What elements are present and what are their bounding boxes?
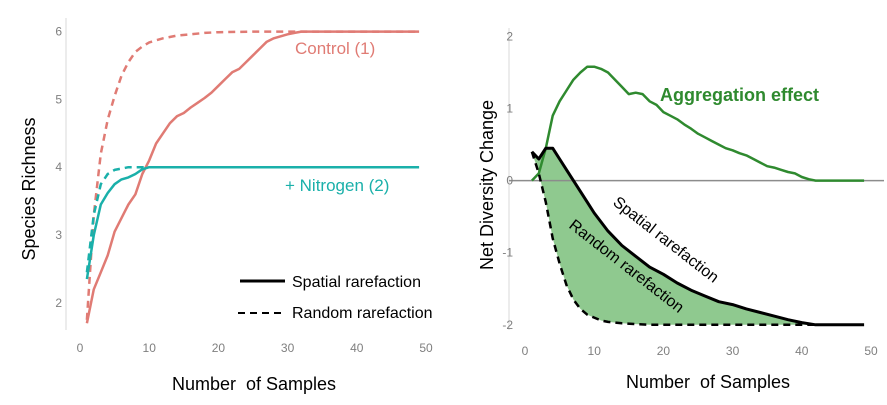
left-series-1-control-1-dashed	[85, 30, 420, 320]
annotation-nitrogen: + Nitrogen (2)	[285, 176, 389, 195]
left-y-axis-label: Species Richness	[19, 117, 39, 260]
legend-label-spatial: Spatial rarefaction	[292, 274, 421, 291]
left-y-tick-label: 3	[55, 228, 62, 242]
right-x-tick-label: 0	[522, 344, 529, 358]
left-series-0-control-1-solid	[85, 30, 420, 324]
right-x-axis-label: Number of Samples	[626, 372, 790, 392]
left-x-tick-label: 40	[350, 341, 364, 355]
left-y-tick-label: 5	[55, 92, 62, 106]
right-y-axis-label: Net Diversity Change	[477, 100, 497, 270]
left-series-3-nitrogen-2-dashed	[85, 165, 150, 273]
right-series-0-aggregation-effect-solid	[530, 65, 865, 182]
annotation-aggregation-effect: Aggregation effect	[660, 85, 819, 105]
right-y-tick-label: 1	[506, 102, 513, 116]
left-x-tick-label: 30	[281, 341, 295, 355]
right-y-tick-label: -2	[502, 318, 513, 332]
legend-label-random: Random rarefaction	[292, 305, 433, 322]
left-x-axis-label: Number of Samples	[172, 374, 336, 394]
right-x-tick-label: 20	[657, 344, 671, 358]
right-y-tick-label: 0	[506, 174, 513, 188]
left-x-tick-label: 50	[419, 341, 433, 355]
right-y-tick-label: 2	[506, 29, 513, 43]
left-y-tick-label: 4	[55, 160, 62, 174]
right-x-tick-label: 10	[588, 344, 602, 358]
right-series-2-random-rarefaction-dashed	[530, 151, 865, 327]
left-x-tick-label: 10	[143, 341, 157, 355]
right-x-tick-label: 50	[864, 344, 878, 358]
left-x-tick-label: 0	[77, 341, 84, 355]
right-x-tick-label: 30	[726, 344, 740, 358]
left-panel-species-richness: 2 3 4 5 6 0 10 20 30 40 50 Species Richness Numbe…	[19, 18, 433, 394]
left-series-2-nitrogen-2-solid	[85, 165, 420, 280]
right-series-1-spatial-rarefaction-solid	[530, 146, 865, 327]
right-x-tick-label: 40	[795, 344, 809, 358]
left-y-tick-label: 2	[55, 296, 62, 310]
left-y-tick-label: 6	[55, 25, 62, 39]
annotation-control: Control (1)	[295, 39, 375, 58]
right-y-tick-label: -1	[502, 246, 513, 260]
right-panel-net-diversity: 210-1-2 0 10 20 30 40 50 Net Diversity Change…	[477, 28, 884, 392]
left-x-tick-label: 20	[212, 341, 226, 355]
shaded-area-between-rarefactions	[531, 148, 865, 325]
